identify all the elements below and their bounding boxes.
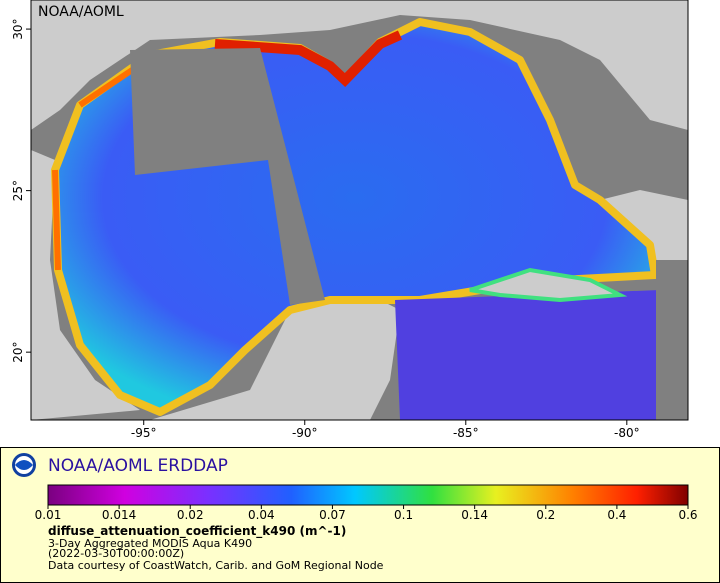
colorbar-tick-label: 0.01 [35, 508, 62, 522]
legend-line: 3-Day Aggregated MODIS Aqua K490 [48, 537, 252, 550]
colorbar-tick-label: 0.014 [102, 508, 136, 522]
colorbar-tick-label: 0.04 [248, 508, 275, 522]
legend-box [0, 447, 720, 583]
variable-name: diffuse_attenuation_coefficient_k490 (m^… [48, 524, 346, 539]
colorbar-ticks: 0.01 0.014 0.02 0.04 0.07 0.1 0.14 0.2 0.4 0.6 [35, 505, 698, 522]
no-data [656, 260, 688, 420]
colorbar-tick-label: 0.4 [607, 508, 626, 522]
x-tick-label: -90° [292, 426, 318, 440]
x-tick-label: -95° [131, 426, 157, 440]
coastal-turbid [214, 30, 403, 87]
colorbar [47, 484, 689, 506]
legend-line: (2022-03-30T00:00:00Z) [48, 547, 184, 560]
legend-line: Data courtesy of CoastWatch, Carib. and … [48, 559, 384, 572]
colorbar-tick-label: 0.14 [461, 508, 488, 522]
land-yucatan [150, 300, 400, 420]
colorbar-tick-label: 0.6 [678, 508, 697, 522]
y-tick-label: 30° [11, 18, 25, 39]
colorbar-tick-label: 0.02 [177, 508, 204, 522]
map-label: NOAA/AOML [38, 4, 124, 20]
x-tick-label: -80° [614, 426, 640, 440]
x-tick-label: -85° [453, 426, 479, 440]
land-mexico [31, 150, 140, 420]
caribbean-water [395, 290, 660, 420]
axes: -95° -90° -85° -80° 20° 25° 30° [11, 18, 640, 440]
y-tick-label: 25° [11, 180, 25, 201]
colorbar-tick-label: 0.1 [394, 508, 413, 522]
y-tick-label: 20° [11, 342, 25, 363]
legend-title: NOAA/AOML ERDDAP [48, 456, 228, 476]
map-frame [30, 0, 689, 421]
map-area: NOAA/AOML [30, 0, 689, 421]
colorbar-tick-label: 0.07 [319, 508, 346, 522]
land-north [31, 0, 688, 130]
noaa-logo [12, 453, 36, 477]
no-data-swath [130, 48, 325, 305]
colorbar-tick-label: 0.2 [536, 508, 555, 522]
cuba [469, 267, 628, 303]
